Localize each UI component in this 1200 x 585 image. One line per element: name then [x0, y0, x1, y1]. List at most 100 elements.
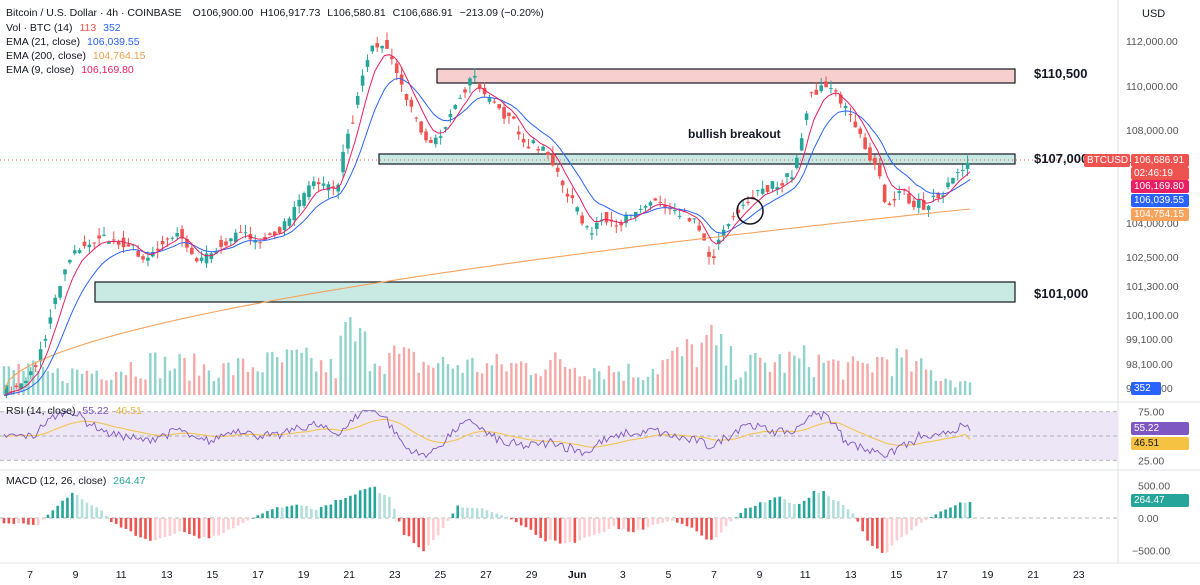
volume-bar — [500, 364, 503, 395]
close-label: C — [392, 7, 401, 19]
volume-bar — [773, 362, 777, 395]
volume-bar — [319, 360, 323, 395]
candle-body — [516, 131, 521, 135]
volume-bar — [598, 371, 601, 395]
volume-bar — [236, 358, 240, 395]
time-tick-label: 23 — [389, 569, 401, 581]
volume-bar — [802, 345, 806, 395]
macd-histogram-bar — [754, 505, 757, 518]
macd-histogram-bar — [944, 509, 947, 518]
candle-body — [233, 232, 238, 243]
volume-bar — [476, 371, 479, 395]
volume-bar — [524, 363, 528, 395]
volume-badge: 352 — [1131, 382, 1161, 395]
macd-histogram-bar — [314, 509, 318, 518]
volume-bar — [324, 372, 328, 395]
macd-histogram-bar — [583, 518, 586, 538]
macd-histogram-bar — [349, 495, 352, 518]
candle-body — [204, 253, 209, 264]
candle-body — [111, 239, 116, 241]
volume-bar — [12, 370, 15, 395]
macd-histogram-bar — [368, 487, 372, 518]
time-tick-label: 5 — [665, 569, 671, 581]
candle-body — [238, 231, 243, 233]
volume-bar — [754, 353, 757, 395]
volume-bar — [22, 370, 25, 395]
candle-body — [365, 60, 370, 67]
volume-bar — [505, 371, 508, 395]
time-tick-label: 11 — [800, 569, 811, 581]
macd-histogram-bar — [632, 518, 635, 533]
volume-bar — [959, 381, 962, 395]
candle-body — [790, 177, 794, 180]
volume-bar — [939, 380, 942, 395]
candle-body — [272, 231, 277, 236]
candle-body — [799, 138, 804, 151]
macd-histogram-bar — [529, 518, 533, 530]
macd-histogram-bar — [739, 512, 742, 518]
volume-bar — [661, 360, 664, 395]
macd-histogram-bar — [31, 518, 35, 525]
macd-histogram-bar — [749, 507, 752, 518]
candle-body — [882, 184, 887, 203]
macd-histogram-bar — [573, 518, 577, 543]
macd-histogram-bar — [329, 504, 333, 518]
volume-bar — [75, 369, 79, 395]
level-zone-0 — [436, 68, 1016, 84]
macd-histogram-bar — [334, 500, 338, 518]
macd-tick-label: 0.00 — [1138, 513, 1159, 525]
macd-badge: 264.47 — [1131, 494, 1189, 507]
volume-bar — [554, 352, 557, 395]
candle-body — [638, 208, 643, 210]
macd-histogram-bar — [617, 518, 621, 530]
time-tick-label: 13 — [845, 569, 857, 581]
candle-body — [409, 99, 414, 107]
macd-histogram-bar — [876, 518, 879, 549]
volume-bar — [158, 378, 162, 395]
rsi-label: RSI (14, close) — [6, 405, 76, 417]
candle-body — [858, 128, 863, 134]
volume-bar — [466, 359, 469, 395]
volume-bar — [339, 335, 342, 395]
low-label: L — [327, 7, 334, 19]
candle-body — [526, 146, 531, 149]
macd-histogram-bar — [183, 518, 186, 533]
candle-body — [414, 117, 419, 119]
macd-histogram-bar — [871, 518, 874, 546]
macd-histogram-bar — [729, 518, 733, 522]
macd-histogram-bar — [85, 502, 89, 518]
volume-bar — [349, 317, 352, 395]
volume-bar — [188, 380, 191, 395]
candle-body — [668, 208, 672, 210]
candle-body — [897, 191, 902, 194]
macd-histogram-bar — [358, 490, 362, 518]
volume-bar — [36, 370, 40, 395]
volume-bar — [749, 354, 752, 395]
volume-bar — [66, 382, 69, 395]
candle-body — [175, 233, 179, 237]
volume-bar — [578, 376, 581, 395]
volume-bar — [334, 378, 337, 395]
candle-body — [190, 247, 194, 255]
macd-histogram-bar — [627, 518, 630, 532]
macd-histogram-bar — [41, 518, 45, 520]
macd-histogram-bar — [968, 502, 972, 518]
volume-bar — [266, 352, 269, 395]
volume-bar — [358, 328, 362, 395]
volume-bar — [480, 373, 484, 395]
candle-body — [843, 106, 848, 109]
candle-body — [521, 138, 526, 143]
candle-body — [473, 75, 477, 78]
candle-body — [77, 250, 82, 253]
candle-body — [716, 239, 721, 245]
candle-body — [209, 253, 214, 260]
candle-body — [160, 240, 165, 245]
volume-bar — [41, 366, 45, 395]
candle-body — [429, 139, 433, 143]
volume-bar — [388, 352, 391, 395]
macd-histogram-bar — [778, 496, 782, 518]
macd-histogram-bar — [310, 508, 313, 518]
price-tick-label: 110,000.00 — [1126, 81, 1178, 93]
ema200-line — [3, 208, 971, 391]
